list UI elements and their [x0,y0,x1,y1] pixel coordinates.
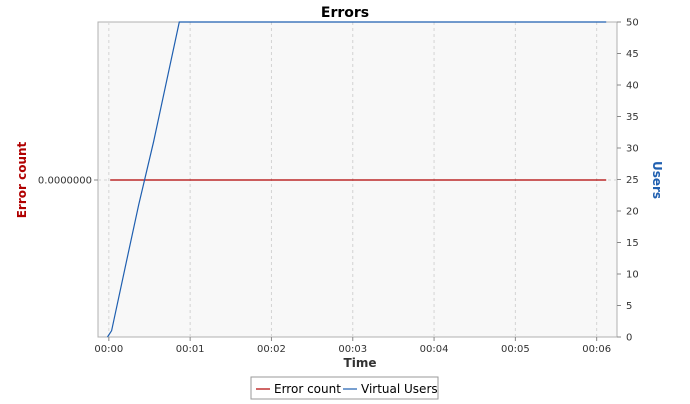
y-right-tick-label: 5 [626,301,632,312]
chart-title: Errors [321,5,369,21]
y-right-tick-label: 25 [626,175,639,186]
y-right-tick-label: 45 [626,49,639,60]
y-right-axis-title: Users [650,161,664,199]
y-right-tick-label: 30 [626,144,639,155]
x-tick-label: 00:00 [94,344,123,355]
y-left-axis-ticks: 0.0000000 [38,176,98,187]
y-right-tick-label: 50 [626,18,639,29]
series-layer [106,21,607,338]
y-left-tick-label: 0.0000000 [38,176,92,187]
x-tick-label: 00:03 [338,344,367,355]
x-axis-ticks: 00:00 00:01 00:02 00:03 00:04 00:05 00:06 [94,337,611,355]
y-right-tick-label: 0 [626,333,632,344]
y-right-axis-ticks: 0 5 10 15 20 25 30 35 40 45 50 [617,18,639,344]
legend-label-error-count: Error count [274,382,341,396]
y-right-tick-label: 20 [626,207,639,218]
x-tick-label: 00:04 [420,344,449,355]
series-line-virtual-users [106,21,607,338]
y-right-tick-label: 15 [626,238,639,249]
x-tick-label: 00:06 [582,344,611,355]
y-right-tick-label: 10 [626,270,639,281]
legend-box [250,376,439,400]
legend: Error count Virtual Users [250,376,439,400]
legend-label-virtual-users: Virtual Users [361,382,438,396]
x-tick-label: 00:05 [501,344,530,355]
x-axis-title: Time [344,356,377,370]
y-right-tick-label: 40 [626,81,639,92]
x-tick-label: 00:02 [257,344,286,355]
y-left-axis-title: Error count [15,141,29,218]
x-tick-label: 00:01 [176,344,205,355]
y-right-tick-label: 35 [626,112,639,123]
